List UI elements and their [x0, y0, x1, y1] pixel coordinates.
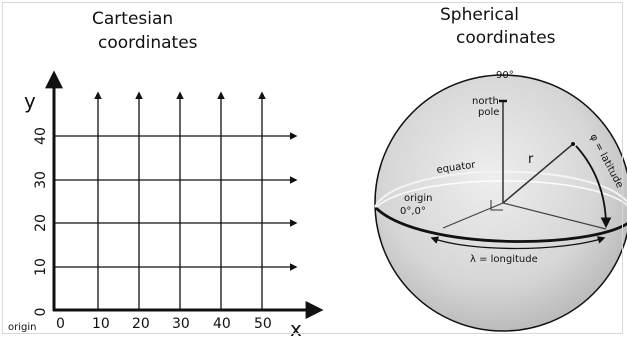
north-label-line1: north	[472, 96, 499, 107]
radius-vector	[502, 143, 574, 204]
y-tick-labels: 0 10 20 30 40	[33, 127, 49, 316]
x-tick-labels: 0 10 20 30 40 50	[56, 316, 272, 332]
y-tick-label: 0	[33, 308, 49, 317]
top-label: 90°	[496, 70, 514, 81]
right-angle-marker	[490, 200, 503, 211]
sphere-origin-coords: 0°,0°	[400, 206, 426, 217]
x-axis-label: x	[290, 317, 302, 338]
longitude-arc	[430, 236, 606, 250]
x-tick-label: 40	[213, 316, 231, 332]
cartesian-title-line2: coordinates	[98, 33, 198, 53]
sphere-origin-label: origin	[404, 193, 432, 204]
radius-endpoint	[571, 142, 575, 146]
x-tick-label: 0	[56, 316, 65, 332]
x-tick-label: 30	[172, 316, 190, 332]
vertical-grid-lines	[94, 91, 266, 310]
horizontal-grid-lines	[54, 132, 298, 271]
x-tick-label: 50	[254, 316, 272, 332]
spherical-title-line1: Spherical	[440, 5, 519, 25]
radius-label: r	[528, 152, 534, 167]
y-axis-label: y	[24, 89, 36, 113]
x-tick-label: 10	[92, 316, 110, 332]
y-tick-label: 30	[33, 171, 49, 189]
longitude-label: λ = longitude	[470, 254, 538, 265]
radius-projection	[502, 202, 607, 230]
latitude-arc	[575, 145, 612, 229]
origin-to-center-line	[442, 202, 504, 229]
y-tick-label: 10	[33, 258, 49, 276]
sphere	[374, 74, 627, 332]
y-tick-label: 40	[33, 127, 49, 145]
spherical-title-line2: coordinates	[456, 28, 556, 48]
north-label-line2: pole	[478, 107, 499, 118]
y-tick-label: 20	[33, 214, 49, 232]
origin-label: origin	[8, 322, 36, 333]
cartesian-panel: Cartesian coordinates y x origin 0 10 20	[8, 9, 324, 338]
spherical-panel: Spherical coordinates 90° north pole equ…	[374, 5, 627, 332]
x-tick-label: 20	[132, 316, 150, 332]
cartesian-title-line1: Cartesian	[92, 9, 173, 29]
